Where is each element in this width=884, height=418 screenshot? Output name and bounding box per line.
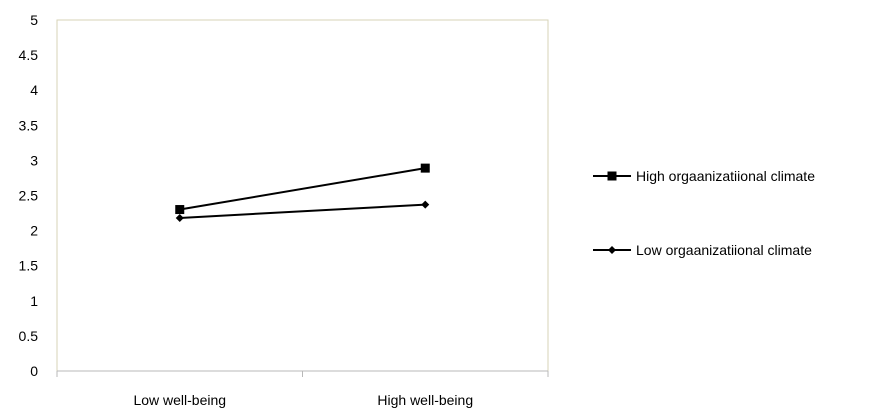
legend-label: High orgaanizatiional climate bbox=[636, 168, 815, 184]
legend-label: Low orgaanizatiional climate bbox=[636, 242, 812, 258]
x-tick-label: High well-being bbox=[377, 392, 473, 408]
y-tick-label: 1.5 bbox=[19, 258, 39, 274]
x-tick-label: Low well-being bbox=[133, 392, 226, 408]
series-line bbox=[179, 167, 426, 211]
series-layer bbox=[175, 163, 430, 222]
data-point bbox=[175, 213, 184, 222]
y-tick-label: 0 bbox=[30, 363, 38, 379]
data-point bbox=[175, 205, 185, 215]
legend-marker bbox=[607, 171, 617, 181]
legend-item: Low orgaanizatiional climate bbox=[593, 242, 812, 258]
data-point bbox=[420, 163, 430, 173]
legend: High orgaanizatiional climate Low orgaani… bbox=[593, 168, 815, 258]
data-point bbox=[421, 200, 430, 209]
series-low-climate bbox=[175, 200, 430, 222]
y-tick-label: 1 bbox=[30, 293, 38, 309]
series-high-climate bbox=[175, 163, 430, 215]
y-tick-label: 4 bbox=[30, 82, 38, 98]
y-tick-label: 4.5 bbox=[19, 47, 39, 63]
y-tick-label: 2.5 bbox=[19, 188, 39, 204]
plot-area bbox=[56, 19, 549, 372]
y-tick-label: 2 bbox=[30, 223, 38, 239]
y-tick-label: 0.5 bbox=[19, 328, 39, 344]
legend-marker bbox=[608, 246, 616, 254]
y-tick-label: 3.5 bbox=[19, 117, 39, 133]
y-axis: 0 0.5 1 1.5 2 2.5 3 3.5 4 4.5 5 bbox=[19, 12, 39, 379]
x-axis: Low well-being High well-being bbox=[56, 370, 549, 408]
legend-item: High orgaanizatiional climate bbox=[593, 168, 815, 184]
y-tick-label: 5 bbox=[30, 12, 38, 28]
y-tick-label: 3 bbox=[30, 152, 38, 168]
series-line bbox=[179, 203, 426, 219]
